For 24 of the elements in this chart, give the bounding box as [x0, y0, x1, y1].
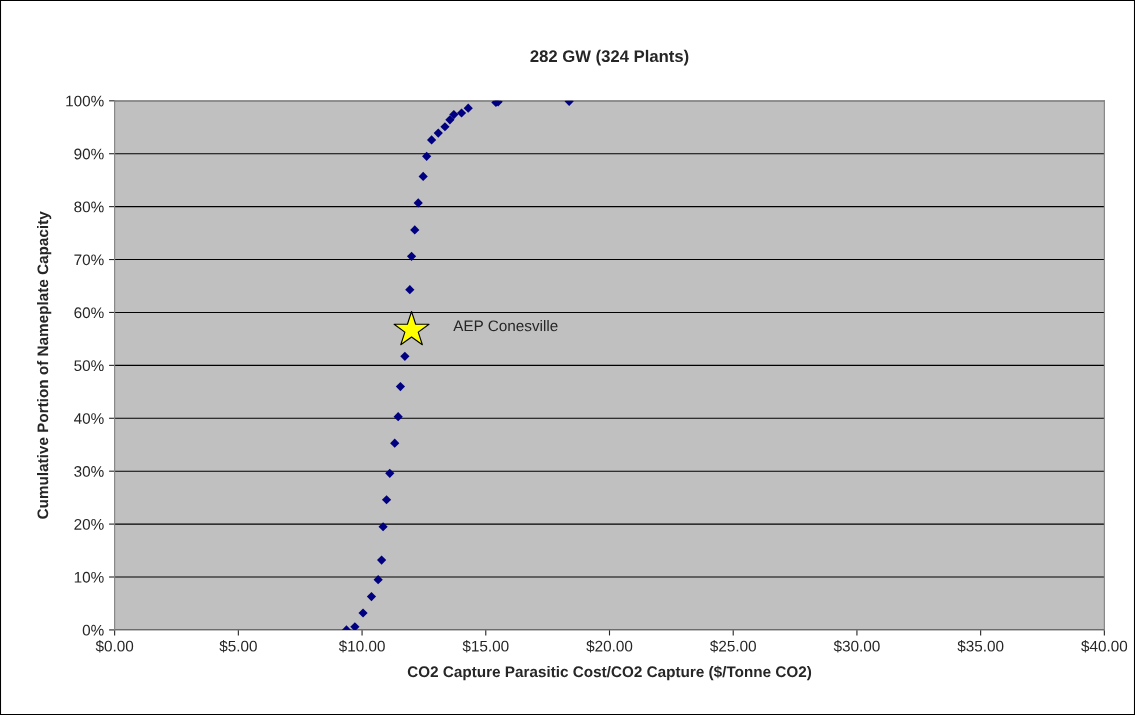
x-tick-label: $35.00 [957, 640, 1004, 653]
y-axis-title: Cumulative Portion of Nameplate Capacity [37, 211, 52, 519]
annotation: AEP Conesville [453, 320, 558, 332]
y-tick-label: 30% [74, 466, 104, 477]
x-tick-label: $25.00 [710, 640, 756, 653]
chart-title: 282 GW (324 Plants) [530, 49, 689, 66]
y-tick-label: 60% [74, 307, 104, 319]
x-tick-label: $30.00 [833, 640, 880, 653]
x-tick-label: $15.00 [462, 640, 509, 653]
y-tick-label: 80% [74, 201, 104, 213]
x-tick-label: $40.00 [1081, 640, 1128, 653]
x-tick-label: $10.00 [338, 640, 385, 653]
y-tick-label: 10% [74, 571, 104, 583]
y-tick-label: 70% [74, 254, 104, 266]
y-tick-label: 40% [73, 413, 104, 424]
x-tick-label: $5.00 [219, 640, 257, 653]
y-tick-label: 20% [74, 518, 104, 530]
y-tick-label: 50% [74, 360, 104, 372]
x-axis-title: CO2 Capture Parasitic Cost/CO2 Capture ($/Tonne CO2) [407, 665, 812, 681]
x-tick-label: $0.00 [95, 640, 134, 653]
y-tick-label: 0% [82, 624, 104, 636]
y-tick-label: 90% [74, 148, 104, 160]
x-tick-label: $20.00 [586, 640, 633, 653]
y-tick-label: 100% [66, 95, 104, 107]
